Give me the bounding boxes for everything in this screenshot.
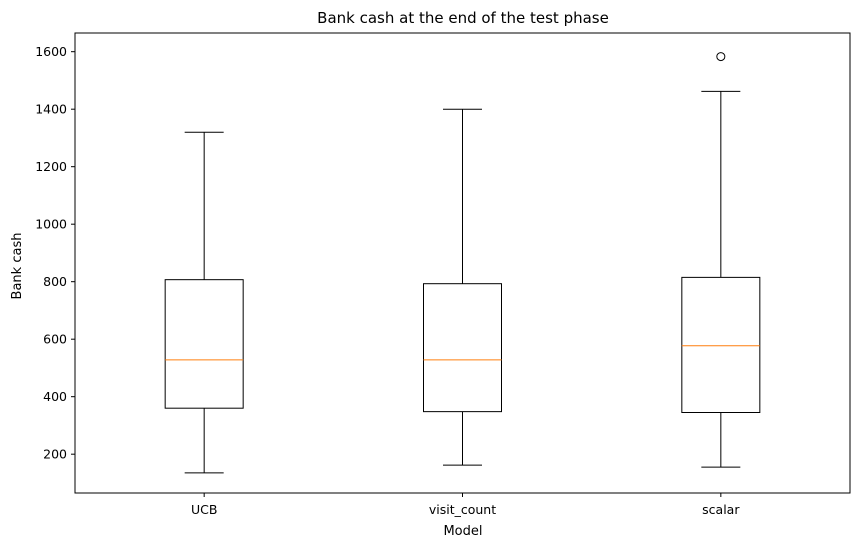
x-tick-label: scalar [702, 502, 740, 517]
y-tick-label: 1600 [35, 44, 67, 59]
y-tick-label: 1000 [35, 217, 67, 232]
y-axis-label: Bank cash [10, 233, 25, 300]
x-tick-label: visit_count [429, 502, 496, 517]
y-tick-label: 400 [43, 389, 67, 404]
y-tick-label: 1400 [35, 102, 67, 117]
x-axis-label: Model [443, 524, 482, 539]
outlier-point [716, 52, 726, 62]
box-iqr [681, 276, 761, 413]
chart-title: Bank cash at the end of the test phase [317, 9, 609, 27]
plot-area: 200 400 600 800 1000 1200 1400 1600 UCB visit_cou… [35, 32, 851, 517]
y-tick-label: 800 [43, 274, 67, 289]
y-tick-label: 1200 [35, 159, 67, 174]
x-tick-label: UCB [191, 502, 217, 517]
y-tick-label: 600 [43, 332, 67, 347]
box-iqr [423, 283, 502, 413]
box-iqr [164, 279, 244, 409]
y-tick-label: 200 [43, 447, 67, 462]
